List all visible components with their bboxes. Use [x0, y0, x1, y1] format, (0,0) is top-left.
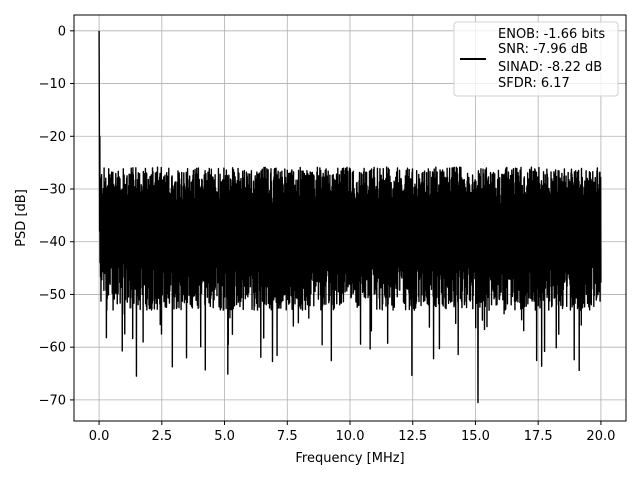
- legend-line-enob: ENOB: -1.66 bits: [498, 27, 605, 42]
- y-tick-label: −40: [39, 235, 66, 250]
- y-tick-label: −60: [39, 341, 66, 356]
- x-tick-label: 12.5: [398, 429, 427, 444]
- x-axis-label: Frequency [MHz]: [295, 451, 404, 466]
- psd-series-line: [98, 30, 602, 404]
- legend-box: [453, 21, 619, 97]
- legend-line-snr: SNR: -7.96 dB: [498, 42, 588, 57]
- y-tick-label: 0: [58, 24, 66, 39]
- legend-line-sfdr: SFDR: 6.17: [498, 76, 570, 91]
- x-tick-label: 10.0: [336, 429, 365, 444]
- y-tick-label: −50: [39, 288, 66, 303]
- legend-line-sinad: SINAD: -8.22 dB: [498, 60, 602, 75]
- y-axis-ticks: 0 −10 −20 −30 −40 −50 −60 −70: [39, 24, 74, 408]
- y-tick-label: −30: [39, 183, 66, 198]
- y-tick-label: −20: [39, 130, 66, 145]
- legend: ENOB: -1.66 bits SNR: -7.96 dB SINAD: -8…: [453, 21, 619, 97]
- x-axis-ticks: 0.0 2.5 5.0 7.5 10.0 12.5 15.0 17.5 20.0: [89, 421, 615, 444]
- y-tick-label: −10: [39, 77, 66, 92]
- series-group: [98, 30, 602, 404]
- x-tick-label: 20.0: [586, 429, 615, 444]
- x-tick-label: 0.0: [89, 429, 110, 444]
- y-axis-label: PSD [dB]: [14, 189, 29, 247]
- x-tick-label: 7.5: [277, 429, 298, 444]
- x-tick-label: 15.0: [461, 429, 490, 444]
- x-tick-label: 5.0: [214, 429, 235, 444]
- x-tick-label: 17.5: [524, 429, 553, 444]
- x-tick-label: 2.5: [151, 429, 172, 444]
- y-tick-label: −70: [39, 393, 66, 408]
